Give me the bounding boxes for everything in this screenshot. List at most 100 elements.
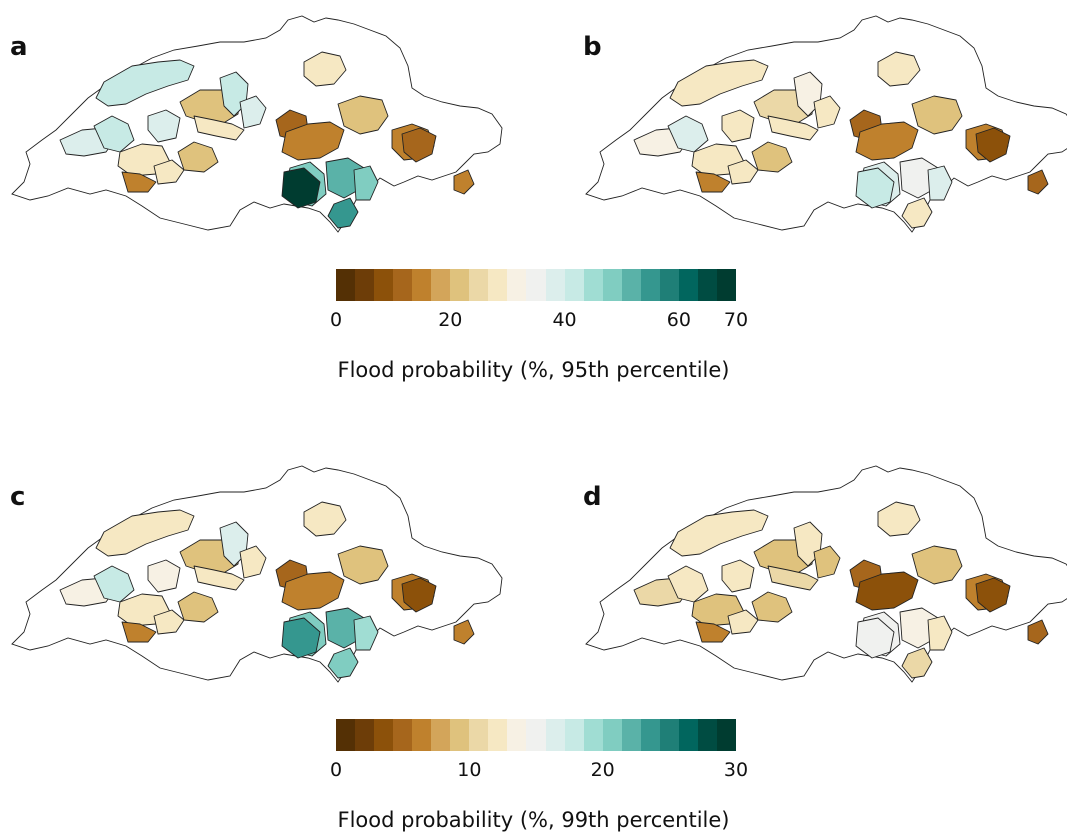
colorbar-segment bbox=[431, 719, 451, 751]
colorbar-tick-label: 60 bbox=[666, 309, 691, 331]
catchment-region bbox=[927, 615, 953, 651]
map-panel-c bbox=[11, 465, 503, 683]
catchment-region bbox=[667, 115, 709, 153]
colorbar-tick-label: 40 bbox=[552, 309, 577, 331]
catchment-region bbox=[281, 121, 345, 161]
colorbar-segment bbox=[469, 719, 489, 751]
catchment-region bbox=[177, 591, 219, 623]
colorbar-segment bbox=[336, 269, 356, 301]
catchment-region bbox=[327, 647, 359, 679]
colorbar-segment bbox=[374, 719, 394, 751]
country-outline bbox=[585, 465, 1067, 683]
catchment-region bbox=[93, 115, 135, 153]
catchment-region bbox=[911, 545, 963, 585]
catchment-region bbox=[667, 565, 709, 603]
catchment-region bbox=[669, 59, 769, 107]
catchment-region bbox=[95, 59, 195, 107]
colorbar-segment bbox=[450, 719, 470, 751]
colorbar-segment bbox=[545, 719, 565, 751]
colorbar-segment bbox=[697, 269, 717, 301]
catchment-region bbox=[337, 95, 389, 135]
colorbar-tick-label: 70 bbox=[723, 309, 749, 331]
catchment-region bbox=[721, 559, 755, 593]
map-panel-d bbox=[585, 465, 1067, 683]
colorbar-segment bbox=[678, 719, 698, 751]
colorbar-segment bbox=[640, 719, 660, 751]
catchment-region bbox=[353, 615, 379, 651]
catchment-region bbox=[153, 159, 185, 185]
catchment-region bbox=[147, 109, 181, 143]
catchment-region bbox=[727, 159, 759, 185]
catchment-region bbox=[927, 165, 953, 201]
colorbar-segment bbox=[469, 269, 489, 301]
map-panel-b bbox=[585, 15, 1067, 233]
colorbar-tick-label: 30 bbox=[723, 759, 749, 781]
colorbar-segment bbox=[412, 719, 432, 751]
colorbar-segment bbox=[488, 719, 508, 751]
catchment-region bbox=[281, 167, 321, 209]
catchment-region bbox=[695, 621, 731, 643]
colorbar-segment bbox=[716, 719, 736, 751]
colorbar-segment bbox=[526, 269, 546, 301]
colorbar-segment bbox=[545, 269, 565, 301]
catchment-region bbox=[93, 565, 135, 603]
colorbar-segment bbox=[678, 269, 698, 301]
colorbar-segment bbox=[488, 269, 508, 301]
catchment-region bbox=[353, 165, 379, 201]
catchment-region bbox=[303, 501, 347, 537]
map-panel-a bbox=[11, 15, 503, 233]
colorbar-segment bbox=[716, 269, 736, 301]
colorbar-segment bbox=[602, 269, 622, 301]
catchment-region bbox=[901, 647, 933, 679]
colorbar-segment bbox=[355, 719, 375, 751]
catchment-region bbox=[337, 545, 389, 585]
catchment-region bbox=[1027, 619, 1049, 645]
catchment-region bbox=[727, 609, 759, 635]
colorbar-segment bbox=[393, 719, 413, 751]
panel-label-c: c bbox=[10, 482, 26, 512]
colorbar-segment bbox=[659, 719, 679, 751]
catchment-region bbox=[877, 51, 921, 87]
catchment-region bbox=[401, 577, 437, 613]
catchment-region bbox=[281, 617, 321, 659]
catchment-region bbox=[453, 619, 475, 645]
colorbar-segment bbox=[564, 719, 584, 751]
catchment-region bbox=[327, 197, 359, 229]
colorbar-segment bbox=[564, 269, 584, 301]
catchment-region bbox=[193, 115, 245, 141]
colorbar-segment bbox=[583, 269, 603, 301]
catchment-region bbox=[193, 565, 245, 591]
colorbar-tick-label: 20 bbox=[590, 759, 615, 781]
catchment-region bbox=[855, 571, 919, 611]
colorbar-segment bbox=[583, 719, 603, 751]
colorbar-segment bbox=[431, 269, 451, 301]
catchment-region bbox=[177, 141, 219, 173]
catchment-region bbox=[975, 577, 1011, 613]
catchment-region bbox=[813, 545, 841, 579]
colorbar-segment bbox=[507, 269, 527, 301]
colorbar-title-95: Flood probability (%, 95th percentile) bbox=[337, 358, 730, 382]
catchment-region bbox=[239, 95, 267, 129]
colorbar-95th-percentile bbox=[336, 269, 736, 301]
catchment-region bbox=[901, 197, 933, 229]
catchment-region bbox=[95, 509, 195, 557]
colorbar-99th-percentile bbox=[336, 719, 736, 751]
colorbar-segment bbox=[526, 719, 546, 751]
colorbar-segment bbox=[621, 269, 641, 301]
country-outline bbox=[11, 15, 503, 233]
catchment-region bbox=[767, 565, 819, 591]
catchment-region bbox=[121, 621, 157, 643]
colorbar-segment bbox=[393, 269, 413, 301]
panel-label-d: d bbox=[583, 482, 602, 512]
colorbar-tick-label: 0 bbox=[329, 759, 343, 781]
catchment-region bbox=[751, 141, 793, 173]
colorbar-segment bbox=[602, 719, 622, 751]
colorbar-tick-label: 20 bbox=[438, 309, 463, 331]
colorbar-segment bbox=[697, 719, 717, 751]
catchment-region bbox=[855, 617, 895, 659]
colorbar-tick-label: 10 bbox=[457, 759, 482, 781]
catchment-region bbox=[401, 127, 437, 163]
catchment-region bbox=[453, 169, 475, 195]
catchment-region bbox=[877, 501, 921, 537]
colorbar-segment bbox=[507, 719, 527, 751]
